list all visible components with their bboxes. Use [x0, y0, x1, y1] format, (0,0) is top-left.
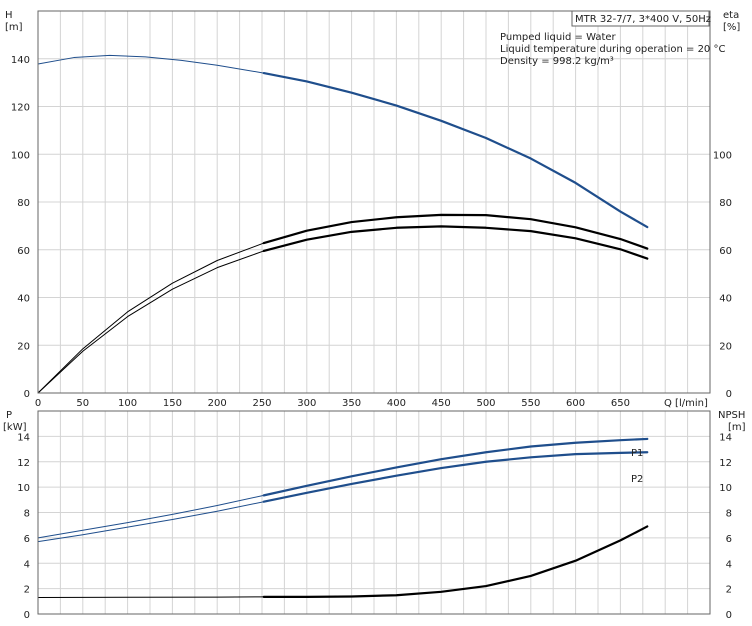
title-box — [571, 10, 710, 27]
y-tick-label-right: 10 — [719, 483, 732, 494]
x-tick-label: 200 — [208, 398, 227, 409]
x-tick-label: 500 — [476, 398, 495, 409]
lower-grid — [38, 411, 710, 614]
chart-title: MTR 32-7/7, 3*400 V, 50Hz — [575, 14, 711, 25]
y-tick-label-right: 0 — [726, 610, 732, 621]
y-tick-label-left: 14 — [17, 432, 30, 443]
y-tick-label-right: 6 — [726, 534, 732, 545]
q-axis-label: Q [l/min] — [664, 398, 708, 409]
y-tick-label-left: 100 — [11, 150, 30, 161]
x-tick-label: 350 — [342, 398, 361, 409]
p-axis-label: P — [6, 410, 12, 421]
series-line-upper-0 — [37, 54, 648, 228]
y-tick-label-left: 120 — [11, 103, 30, 114]
series-duty-range-upper-0 — [262, 71, 649, 229]
info-liquid-temperature: Liquid temperature during operation = 20… — [500, 44, 725, 55]
upper-series — [37, 54, 649, 394]
info-density: Density = 998.2 kg/m³ — [500, 56, 614, 67]
y-tick-label-left: 20 — [17, 341, 30, 352]
series-duty-range-p1 — [262, 437, 649, 497]
info-pumped-liquid: Pumped liquid = Water — [500, 32, 617, 43]
y-tick-label-left: 140 — [11, 55, 30, 66]
lower-plot-frame — [37, 410, 711, 615]
series-line-upper-2 — [37, 225, 648, 394]
x-tick-label: 600 — [566, 398, 585, 409]
eta-axis-label: eta — [723, 10, 739, 21]
y-tick-label-left: 4 — [24, 559, 30, 570]
x-tick-label: 150 — [163, 398, 182, 409]
x-tick-label: 0 — [35, 398, 41, 409]
y-tick-label-right: 4 — [726, 559, 732, 570]
upper-plot-frame — [37, 10, 711, 394]
series-duty-range-upper-2 — [262, 225, 649, 260]
series-duty-range-lower-2 — [262, 525, 649, 598]
x-tick-label: 650 — [611, 398, 630, 409]
x-tick-label: 100 — [118, 398, 137, 409]
eta-axis-unit: [%] — [723, 22, 740, 33]
x-tick-label: 450 — [432, 398, 451, 409]
series-duty-range-p2 — [262, 451, 649, 503]
x-tick-label: 400 — [387, 398, 406, 409]
x-tick-label: 250 — [252, 398, 271, 409]
series-line-lower-2 — [37, 526, 648, 599]
y-tick-label-right: 40 — [719, 294, 732, 305]
y-tick-label-left: 2 — [24, 585, 30, 596]
h-axis-unit: [m] — [5, 22, 23, 33]
npsh-axis-label: NPSH — [718, 410, 745, 421]
y-tick-label-left: 0 — [24, 610, 30, 621]
x-tick-label: 50 — [76, 398, 89, 409]
y-tick-label-right: 14 — [719, 432, 732, 443]
upper-grid — [38, 11, 710, 393]
y-tick-label-right: 60 — [719, 246, 732, 257]
h-axis-label: H — [5, 10, 13, 21]
y-tick-label-left: 6 — [24, 534, 30, 545]
lower-series — [37, 437, 649, 599]
y-tick-label-left: 10 — [17, 483, 30, 494]
x-tick-label: 300 — [297, 398, 316, 409]
x-tick-label: 550 — [521, 398, 540, 409]
y-tick-label-right: 12 — [719, 458, 732, 469]
y-tick-label-right: 20 — [719, 341, 732, 352]
y-tick-label-right: 8 — [726, 509, 732, 520]
y-tick-label-left: 80 — [17, 198, 30, 209]
series-line-upper-1 — [37, 214, 648, 394]
y-tick-label-left: 8 — [24, 509, 30, 520]
y-tick-label-left: 12 — [17, 458, 30, 469]
npsh-axis-unit: [m] — [728, 422, 746, 433]
y-tick-label-right: 100 — [713, 150, 732, 161]
series-label-p1: P1 — [631, 448, 643, 459]
y-tick-label-left: 40 — [17, 294, 30, 305]
series-duty-range-upper-1 — [262, 213, 649, 250]
p-axis-unit: [kW] — [3, 422, 27, 433]
y-tick-label-right: 0 — [726, 389, 732, 400]
y-tick-label-left: 0 — [24, 389, 30, 400]
series-line-p1 — [37, 438, 648, 539]
y-tick-label-right: 80 — [719, 198, 732, 209]
series-line-p2 — [37, 451, 648, 543]
y-tick-label-left: 60 — [17, 246, 30, 257]
series-label-p2: P2 — [631, 474, 643, 485]
y-tick-label-right: 2 — [726, 585, 732, 596]
